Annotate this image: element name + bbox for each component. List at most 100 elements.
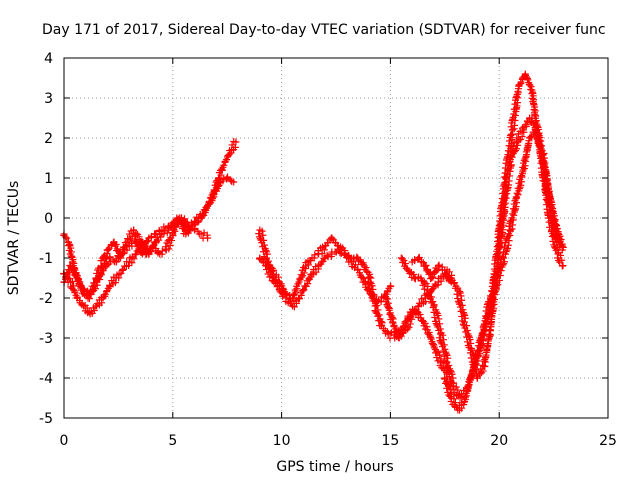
data-marker <box>131 251 139 259</box>
data-marker <box>504 241 512 249</box>
data-marker <box>537 148 545 156</box>
data-marker <box>103 287 111 295</box>
data-marker <box>69 256 77 264</box>
data-marker <box>478 369 486 377</box>
y-tick-label: -3 <box>39 331 53 347</box>
data-marker <box>209 191 217 199</box>
data-marker <box>462 328 470 336</box>
y-tick-label: -2 <box>39 291 53 307</box>
data-marker <box>462 395 470 403</box>
data-marker <box>502 236 510 244</box>
data-marker <box>434 323 442 331</box>
data-marker <box>446 392 454 400</box>
data-marker <box>459 320 467 328</box>
data-marker <box>374 312 382 320</box>
data-marker <box>343 253 351 261</box>
data-marker <box>514 141 522 149</box>
data-marker <box>177 214 185 222</box>
series-track-j <box>441 125 567 414</box>
data-marker <box>439 365 447 373</box>
data-marker <box>435 315 443 323</box>
data-marker <box>365 270 373 278</box>
data-marker <box>504 244 512 252</box>
data-marker <box>285 295 293 303</box>
data-marker <box>108 277 116 285</box>
data-marker <box>197 214 205 222</box>
data-point <box>386 282 394 290</box>
data-point <box>197 230 205 238</box>
axis-ticks: 0 5 10 15 20 25 -5 -4 -3 -2 -1 0 1 2 3 4 <box>39 51 617 449</box>
data-marker <box>90 307 98 315</box>
data-marker <box>517 178 525 186</box>
data-marker <box>477 344 485 352</box>
data-marker <box>478 329 486 337</box>
data-marker <box>536 144 544 152</box>
data-marker <box>450 280 458 288</box>
data-marker <box>535 140 543 148</box>
data-marker <box>89 286 97 294</box>
data-marker <box>147 248 155 256</box>
data-marker <box>202 207 210 215</box>
data-marker <box>507 130 515 138</box>
data-marker <box>72 270 80 278</box>
data-marker <box>340 249 348 257</box>
data-marker <box>537 153 545 161</box>
data-marker <box>111 242 119 250</box>
x-tick-label: 5 <box>168 433 177 449</box>
x-tick-label: 25 <box>599 433 617 449</box>
data-marker <box>401 260 409 268</box>
data-marker <box>433 347 441 355</box>
data-marker <box>436 351 444 359</box>
data-marker <box>501 258 509 266</box>
data-marker <box>362 267 370 275</box>
data-marker <box>187 221 195 229</box>
data-marker <box>506 156 514 164</box>
data-marker <box>191 217 199 225</box>
data-marker <box>270 278 278 286</box>
data-marker <box>419 281 427 289</box>
data-marker <box>227 176 235 184</box>
y-tick-label: -5 <box>39 411 53 427</box>
data-marker <box>128 259 136 267</box>
data-marker <box>194 218 202 226</box>
series-track-c <box>60 214 212 318</box>
data-marker <box>373 302 381 309</box>
data-marker <box>274 273 282 281</box>
data-marker <box>554 228 562 236</box>
data-marker <box>128 233 136 241</box>
data-marker <box>410 270 418 278</box>
data-marker <box>429 273 437 281</box>
data-marker <box>223 156 231 164</box>
data-marker <box>293 285 301 293</box>
data-marker <box>513 134 521 142</box>
data-marker <box>219 163 227 171</box>
data-point <box>80 302 88 310</box>
data-marker <box>77 283 85 291</box>
data-marker <box>554 235 562 243</box>
data-marker <box>256 235 264 243</box>
data-point <box>230 178 238 186</box>
data-marker <box>495 276 503 284</box>
data-marker <box>475 348 483 356</box>
data-marker <box>504 233 512 241</box>
data-marker <box>549 219 557 227</box>
data-marker <box>495 265 503 273</box>
data-marker <box>448 370 456 378</box>
data-marker <box>300 269 308 277</box>
data-marker <box>264 270 272 278</box>
data-marker <box>500 243 508 251</box>
data-marker <box>518 170 526 178</box>
data-point <box>117 254 125 262</box>
grid <box>64 58 608 418</box>
data-marker <box>452 383 460 391</box>
data-marker <box>299 287 307 295</box>
data-marker <box>439 331 447 339</box>
data-marker <box>444 354 452 362</box>
data-marker <box>522 73 530 81</box>
plot-frame <box>63 57 609 419</box>
data-marker <box>480 357 488 365</box>
x-tick-label: 0 <box>60 433 69 449</box>
data-marker <box>416 310 424 318</box>
